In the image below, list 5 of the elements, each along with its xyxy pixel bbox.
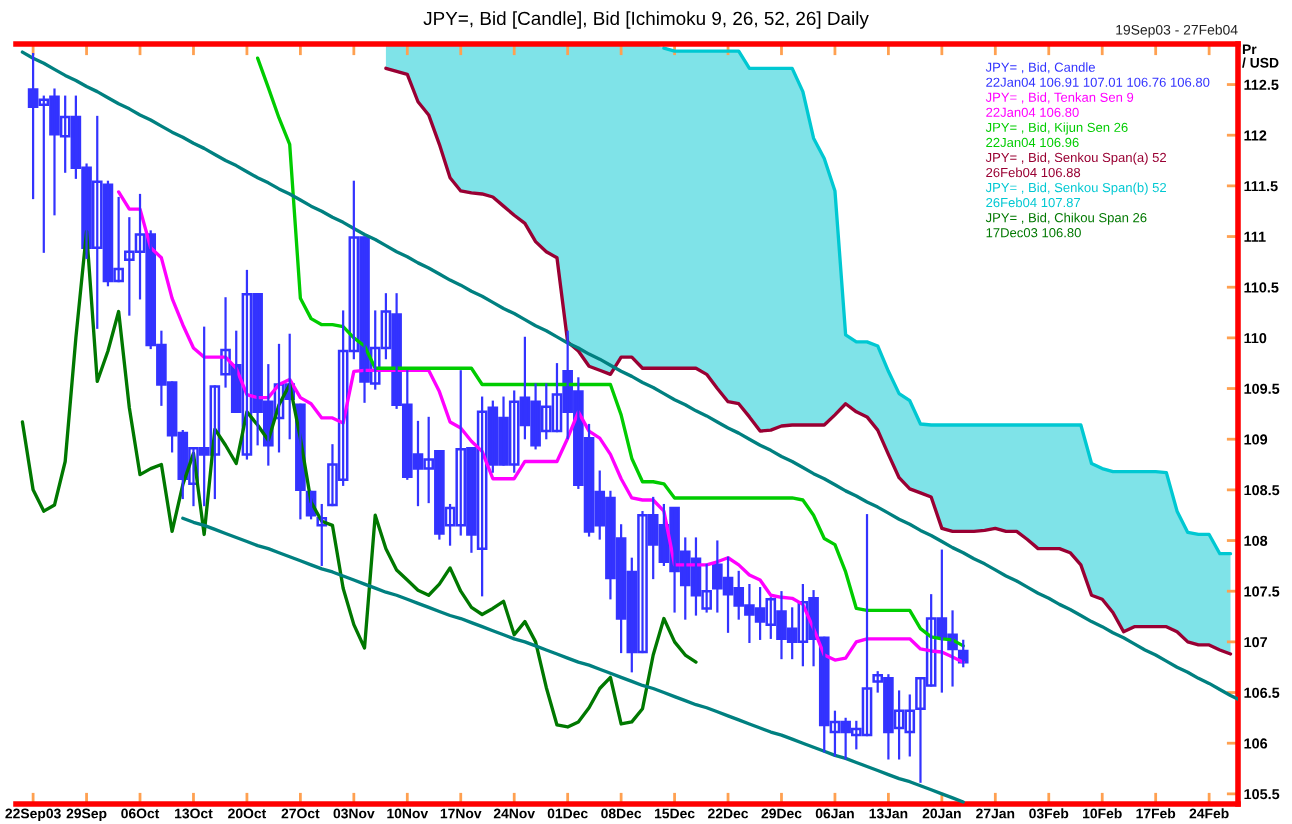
- chart-title: JPY=, Bid [Candle], Bid [Ichimoku 9, 26, 52, 26] Daily: [423, 11, 869, 29]
- line-series: [181, 516, 965, 804]
- line-series: [255, 56, 965, 648]
- line-series: [20, 229, 698, 729]
- line-series: [662, 46, 1233, 556]
